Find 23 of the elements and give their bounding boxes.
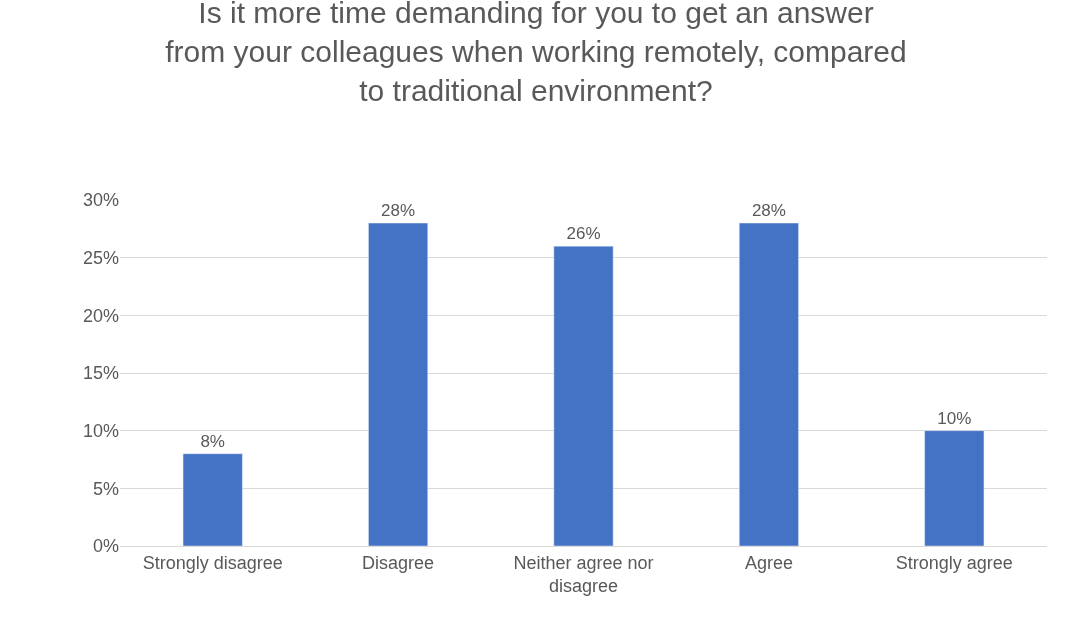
data-label: 26% — [566, 224, 601, 244]
x-tick-label: Strongly disagree — [142, 552, 283, 573]
y-tick-label: 30% — [82, 190, 119, 211]
x-tick-label: Agree — [744, 552, 793, 573]
bar — [182, 453, 243, 546]
data-label: 10% — [937, 408, 972, 428]
bar — [924, 430, 985, 546]
y-tick-label: 10% — [82, 420, 119, 441]
x-tick-label: Neither agree nor disagree — [513, 552, 654, 596]
x-tick-label: Strongly agree — [895, 552, 1013, 573]
y-tick-label: 20% — [82, 305, 119, 326]
data-label: 28% — [381, 201, 416, 221]
y-tick-label: 0% — [92, 536, 119, 557]
chart-title: Is it more time demanding for you to get an answer from your colleagues when working remotely, compared to traditional environment? — [165, 0, 907, 108]
data-label: 8% — [200, 431, 225, 451]
y-tick-label: 25% — [82, 247, 119, 268]
x-tick-label: Disagree — [362, 552, 435, 573]
y-tick-label: 15% — [82, 363, 119, 384]
bar — [553, 245, 614, 546]
y-tick-label: 5% — [92, 478, 119, 499]
bar — [368, 222, 429, 546]
data-label: 28% — [751, 201, 786, 221]
bar — [738, 222, 799, 546]
